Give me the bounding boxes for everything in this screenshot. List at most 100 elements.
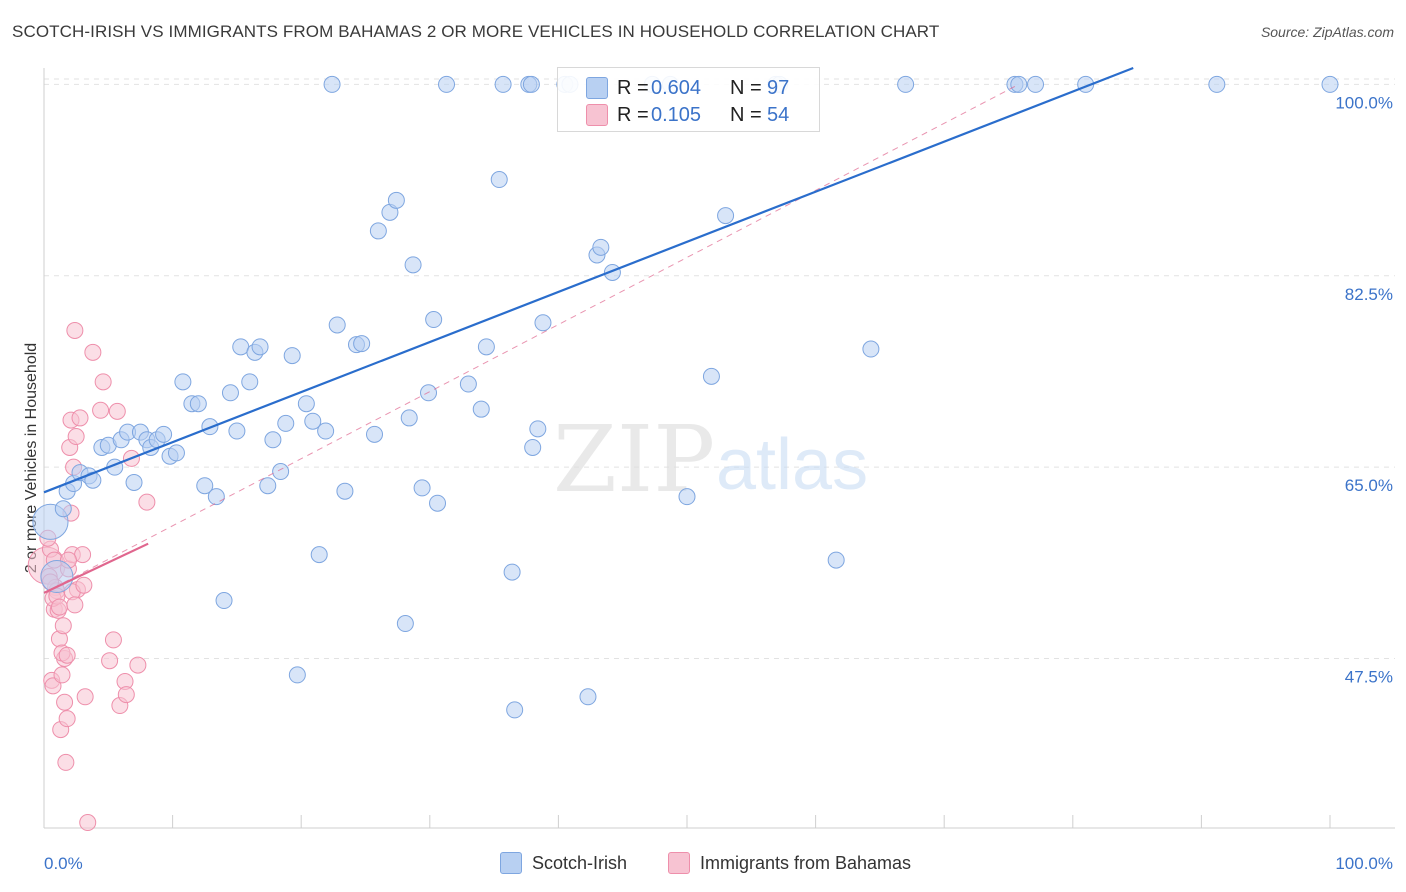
scatter-point-bahamas: [57, 753, 75, 771]
scatter-point-bahamas: [53, 666, 71, 684]
scatter-point-scotch-irish: [251, 338, 269, 356]
legend-swatch-pink: [586, 104, 608, 126]
x-tick-label: 100.0%: [1335, 854, 1393, 873]
legend-n-label: N =: [730, 76, 762, 99]
scatter-point-bahamas: [74, 546, 92, 564]
scatter-point-scotch-irish: [353, 335, 371, 353]
scatter-point-scotch-irish: [897, 75, 915, 93]
legend-swatch-blue: [500, 852, 522, 874]
scatter-point-scotch-irish: [366, 425, 384, 443]
legend-item-scotch-irish: Scotch-Irish: [500, 852, 627, 874]
scatter-point-scotch-irish: [232, 338, 250, 356]
scatter-point-scotch-irish: [503, 563, 521, 581]
scatter-point-scotch-irish: [592, 238, 610, 256]
scatter-point-bahamas: [104, 631, 122, 649]
scatter-point-scotch-irish: [1321, 75, 1339, 93]
scatter-point-scotch-irish: [196, 477, 214, 495]
scatter-point-scotch-irish: [490, 171, 508, 189]
scatter-point-scotch-irish: [827, 551, 845, 569]
legend-n-label: N =: [730, 103, 762, 126]
scatter-point-bahamas: [94, 373, 112, 391]
legend-label: Scotch-Irish: [532, 852, 628, 873]
scatter-point-scotch-irish: [221, 384, 239, 402]
scatter-point-scotch-irish: [369, 222, 387, 240]
scatter-point-bahamas: [54, 617, 72, 635]
scatter-point-scotch-irish: [425, 311, 443, 329]
scatter-point-scotch-irish: [283, 347, 301, 365]
scatter-point-scotch-irish: [717, 207, 735, 225]
scatter-point-bahamas: [67, 428, 85, 446]
x-tick-label: 0.0%: [44, 854, 83, 873]
scatter-point-scotch-irish: [277, 414, 295, 432]
scatter-point-scotch-irish: [336, 482, 354, 500]
source-label: Source: ZipAtlas.com: [1260, 24, 1394, 40]
scatter-point-bahamas: [138, 493, 156, 511]
scatter-point-bahamas: [58, 710, 76, 728]
scatter-point-scotch-irish: [207, 488, 225, 506]
scatter-point-bahamas: [66, 321, 84, 339]
y-tick-label: 47.5%: [1345, 668, 1393, 687]
legend-n-value: 54: [767, 103, 790, 126]
scatter-point-scotch-irish: [524, 438, 542, 456]
scatter-point-bahamas: [108, 402, 126, 420]
scatter-point-scotch-irish: [297, 395, 315, 413]
scatter-point-scotch-irish: [241, 373, 259, 391]
trend-line-scotch-irish: [43, 66, 1134, 494]
scatter-point-scotch-irish: [215, 592, 233, 610]
scatter-point-scotch-irish: [459, 375, 477, 393]
scatter-point-scotch-irish: [40, 559, 74, 593]
scatter-point-scotch-irish: [1010, 75, 1028, 93]
scotch-irish-points: [32, 75, 1339, 719]
scatter-point-bahamas: [66, 596, 84, 614]
scatter-point-scotch-irish: [429, 494, 447, 512]
scatter-point-scotch-irish: [534, 314, 552, 332]
axes: [43, 68, 1395, 829]
scatter-point-bahamas: [50, 598, 68, 616]
scatter-point-scotch-irish: [396, 615, 414, 633]
legend-label: Immigrants from Bahamas: [700, 852, 912, 873]
chart-title: SCOTCH-IRISH VS IMMIGRANTS FROM BAHAMAS …: [12, 22, 940, 41]
legend-item-bahamas: Immigrants from Bahamas: [668, 852, 911, 874]
scatter-point-scotch-irish: [317, 422, 335, 440]
scatter-point-bahamas: [79, 814, 97, 832]
scatter-point-scotch-irish: [506, 701, 524, 719]
scatter-point-bahamas: [84, 343, 102, 361]
legend-r-label: R =: [617, 103, 649, 126]
legend-r-value: 0.105: [651, 103, 702, 126]
scatter-point-scotch-irish: [228, 422, 246, 440]
scatter-point-scotch-irish: [579, 688, 597, 706]
scatter-point-bahamas: [117, 686, 135, 704]
scatter-point-scotch-irish: [259, 477, 277, 495]
gridlines: [44, 78, 1395, 660]
legend-r-label: R =: [617, 76, 649, 99]
scatter-point-scotch-irish: [529, 420, 547, 438]
legend-swatch-pink: [668, 852, 690, 874]
scatter-point-scotch-irish: [400, 409, 418, 427]
watermark-atlas: atlas: [716, 425, 868, 505]
scatter-point-bahamas: [75, 576, 93, 594]
scatter-point-scotch-irish: [702, 367, 720, 385]
y-tick-label: 100.0%: [1335, 93, 1393, 112]
scatter-point-bahamas: [101, 652, 119, 670]
scatter-point-scotch-irish: [438, 75, 456, 93]
scatter-point-scotch-irish: [413, 479, 431, 497]
scatter-point-scotch-irish: [404, 256, 422, 274]
correlation-legend: R = 0.604 N = 97 R = 0.105 N = 54: [557, 67, 820, 132]
scatter-point-scotch-irish: [167, 444, 185, 462]
trend-lines: [43, 66, 1134, 594]
scatter-point-scotch-irish: [522, 75, 540, 93]
scatter-point-scotch-irish: [328, 316, 346, 334]
scatter-point-bahamas: [58, 646, 76, 664]
scatter-point-bahamas: [129, 656, 147, 674]
scatter-point-scotch-irish: [288, 666, 306, 684]
y-tick-labels: 100.0% 82.5% 65.0% 47.5%: [1335, 93, 1393, 686]
scatter-point-scotch-irish: [862, 340, 880, 358]
scatter-point-scotch-irish: [310, 546, 328, 564]
trend-line-bahamas: [43, 542, 149, 594]
scatter-point-scotch-irish: [125, 473, 143, 491]
scatter-point-scotch-irish: [174, 373, 192, 391]
scatter-point-scotch-irish: [477, 338, 495, 356]
y-tick-label: 82.5%: [1345, 285, 1393, 304]
scatter-point-bahamas: [92, 401, 110, 419]
